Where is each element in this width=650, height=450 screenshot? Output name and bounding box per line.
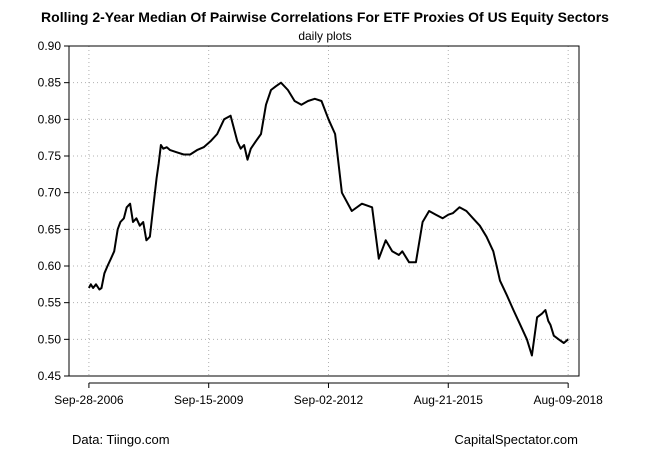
y-tick-label: 0.45 [38, 369, 62, 383]
series-layer [88, 81, 569, 357]
y-tick-label: 0.90 [38, 39, 62, 53]
y-tick-label: 0.75 [38, 149, 62, 163]
x-tick-label: Sep-15-2009 [174, 393, 244, 407]
y-tick-label: 0.50 [38, 332, 62, 346]
x-tick-label: Sep-28-2006 [54, 393, 124, 407]
axes: 0.45 0.50 0.55 0.60 0.65 0.70 0.75 0.80 0.85 0.90… [38, 39, 604, 407]
chart-title: Rolling 2-Year Median Of Pairwise Correl… [41, 9, 609, 25]
x-tick-label: Aug-21-2015 [414, 393, 484, 407]
y-tick-label: 0.80 [38, 112, 62, 126]
chart-subtitle: daily plots [298, 29, 351, 43]
series-line-0 [88, 81, 569, 357]
x-tick-label: Sep-02-2012 [294, 393, 364, 407]
y-tick-label: 0.85 [38, 76, 62, 90]
y-tick-label: 0.65 [38, 222, 62, 236]
grid [69, 45, 579, 377]
footer-site: CapitalSpectator.com [454, 432, 578, 447]
x-tick-label: Aug-09-2018 [533, 393, 603, 407]
y-tick-label: 0.55 [38, 296, 62, 310]
y-tick-label: 0.70 [38, 186, 62, 200]
y-tick-label: 0.60 [38, 259, 62, 273]
footer-source: Data: Tiingo.com [72, 432, 170, 447]
plot-area [68, 45, 580, 377]
